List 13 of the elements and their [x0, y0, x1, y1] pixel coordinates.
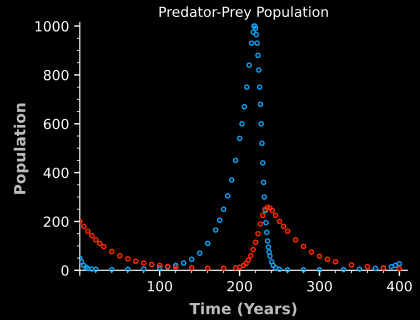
y-tick-label: 600	[44, 118, 68, 130]
x-tick-label: 200	[227, 280, 252, 292]
y-tick-label: 400	[44, 168, 68, 178]
y-tick-label: 200	[44, 216, 68, 227]
chart-title: Predator-Prey Population	[160, 6, 328, 20]
x-tick-label: 400	[386, 280, 412, 292]
x-tick-label: 100	[148, 280, 172, 292]
y-tick-label: 800	[44, 70, 68, 80]
x-axis-title: Time (Years)	[190, 302, 296, 316]
x-tick-label: 300	[307, 280, 332, 292]
y-axis-title: Population	[14, 104, 28, 194]
y-tick-label: 0	[61, 265, 68, 276]
y-tick-label: 1000	[36, 21, 68, 32]
